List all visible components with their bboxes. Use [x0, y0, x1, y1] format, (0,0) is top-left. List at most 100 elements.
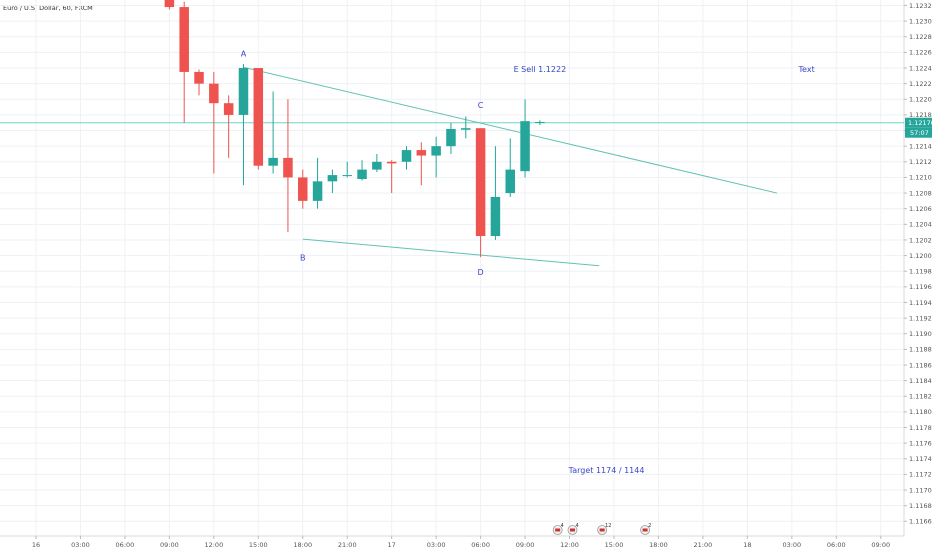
chart-annotation: C	[478, 101, 484, 110]
y-tick-label: 1.11700	[909, 486, 932, 494]
event-marker-icon[interactable]: 4	[567, 523, 579, 535]
y-tick-label: 1.11920	[909, 314, 932, 322]
candle-body	[283, 157, 293, 178]
candle-body	[446, 128, 456, 147]
y-tick-label: 1.11800	[909, 408, 932, 416]
candle-body	[401, 150, 412, 162]
x-tick-label: 15:00	[249, 541, 268, 549]
candle	[446, 122, 456, 154]
y-tick-label: 1.12040	[909, 221, 932, 229]
x-tick-label: 06:00	[116, 541, 135, 549]
candle-body	[372, 161, 382, 170]
y-tick-label: 1.11740	[909, 455, 932, 463]
event-marker-stripe	[642, 528, 648, 532]
candle	[298, 169, 308, 209]
event-marker-stripe	[569, 528, 575, 532]
candle-body	[357, 169, 367, 179]
candle-body	[268, 157, 278, 166]
candle-body	[209, 83, 219, 104]
event-marker-stripe	[555, 528, 561, 532]
candle-body	[223, 103, 234, 115]
candle-body	[194, 71, 204, 84]
candle	[461, 116, 471, 139]
chart-annotation: A	[241, 49, 247, 58]
y-tick-label: 1.12080	[909, 189, 932, 197]
candle-body	[327, 175, 338, 182]
event-marker-count: 2	[648, 523, 651, 529]
candle-body	[490, 196, 501, 237]
x-tick-label: 12:00	[560, 541, 579, 549]
y-tick-label: 1.12320	[909, 2, 932, 10]
y-tick-label: 1.12280	[909, 33, 932, 41]
candle	[416, 142, 427, 186]
y-tick-label: 1.12240	[909, 64, 932, 72]
y-tick-label: 1.11680	[909, 502, 932, 510]
event-marker-icon[interactable]: 12	[597, 523, 612, 535]
candle	[327, 169, 338, 194]
event-marker-stripe	[599, 528, 605, 532]
candle	[238, 64, 249, 186]
event-marker-icon[interactable]: 4	[552, 523, 564, 535]
event-marker-icon[interactable]: 2	[640, 523, 652, 535]
candle	[283, 99, 293, 233]
y-tick-label: 1.11980	[909, 268, 932, 276]
candle	[164, 0, 175, 10]
chart-annotation: Target 1174 / 1144	[568, 466, 645, 475]
x-tick-label: 06:00	[827, 541, 846, 549]
x-tick-label: 09:00	[160, 541, 179, 549]
y-tick-label: 1.11720	[909, 471, 932, 479]
y-tick-label: 1.11840	[909, 377, 932, 385]
y-tick-label: 1.11780	[909, 424, 932, 432]
price-badge: 1.12170	[908, 119, 932, 127]
y-tick-label: 1.12120	[909, 158, 932, 166]
candle	[401, 146, 412, 170]
chart-annotation: D	[478, 268, 484, 277]
candle	[505, 138, 515, 197]
x-tick-label: 06:00	[471, 541, 490, 549]
y-tick-label: 1.12140	[909, 142, 932, 150]
x-tick-label: 03:00	[782, 541, 801, 549]
y-tick-label: 1.12260	[909, 49, 932, 57]
candle	[179, 1, 189, 123]
candle	[431, 136, 441, 178]
event-marker-count: 4	[575, 523, 578, 529]
candle	[535, 120, 545, 126]
chart-annotation: B	[300, 253, 306, 262]
grid-lines	[0, 0, 904, 536]
x-tick-label: 09:00	[871, 541, 890, 549]
candle	[386, 160, 397, 194]
price-badge-bg	[905, 117, 932, 128]
y-tick-label: 1.11860	[909, 361, 932, 369]
candle	[342, 161, 352, 178]
y-tick-label: 1.11940	[909, 299, 932, 307]
y-tick-label: 1.11760	[909, 439, 932, 447]
y-tick-label: 1.12300	[909, 17, 932, 25]
y-tick-label: 1.12020	[909, 236, 932, 244]
y-tick-label: 1.11880	[909, 346, 932, 354]
candle-body	[520, 121, 530, 172]
candle	[372, 153, 382, 172]
candle	[357, 160, 367, 181]
event-marker-count: 12	[605, 523, 611, 529]
chart-title: Euro / U.S. Dollar, 60, FXCM	[3, 4, 93, 12]
y-tick-label: 1.12200	[909, 96, 932, 104]
candle	[223, 95, 234, 158]
candle-body	[505, 169, 515, 194]
x-tick-label: 18	[743, 541, 751, 549]
chart-annotation: E Sell 1.1222	[514, 65, 567, 74]
event-marker-count: 4	[561, 523, 564, 529]
countdown-badge-bg	[905, 127, 932, 138]
candle-body	[312, 181, 323, 201]
candle-body	[535, 121, 545, 123]
chart-annotation: Text	[798, 65, 815, 74]
x-tick-label: 21:00	[694, 541, 713, 549]
candle	[209, 71, 219, 174]
candle-body	[386, 161, 397, 164]
y-tick-label: 1.11820	[909, 393, 932, 401]
candle	[520, 99, 530, 178]
candle	[253, 68, 264, 170]
candle-body	[461, 128, 471, 130]
y-tick-label: 1.11900	[909, 330, 932, 338]
